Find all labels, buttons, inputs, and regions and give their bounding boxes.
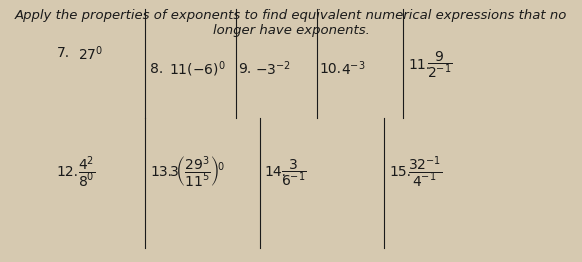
Text: 15.: 15. — [389, 166, 411, 179]
Text: 7.: 7. — [57, 46, 70, 60]
Text: 13.: 13. — [150, 166, 172, 179]
Text: $\dfrac{3}{6^{-1}}$: $\dfrac{3}{6^{-1}}$ — [282, 157, 307, 188]
Text: 10.: 10. — [320, 62, 342, 76]
Text: 14.: 14. — [265, 166, 287, 179]
Text: 8.: 8. — [150, 62, 164, 76]
Text: $4^{-3}$: $4^{-3}$ — [341, 59, 365, 78]
Text: 11.: 11. — [408, 58, 430, 72]
Text: $\dfrac{32^{-1}}{4^{-1}}$: $\dfrac{32^{-1}}{4^{-1}}$ — [408, 155, 442, 190]
Text: $11(-6)^0$: $11(-6)^0$ — [169, 59, 226, 79]
Text: $3\!\left(\dfrac{29^3}{11^5}\right)^{\!0}$: $3\!\left(\dfrac{29^3}{11^5}\right)^{\!0… — [169, 155, 225, 190]
Text: $-3^{-2}$: $-3^{-2}$ — [255, 59, 291, 78]
Text: 12.: 12. — [57, 166, 79, 179]
Text: $27^0$: $27^0$ — [79, 44, 104, 63]
Text: $\dfrac{9}{2^{-1}}$: $\dfrac{9}{2^{-1}}$ — [427, 50, 453, 80]
Text: Apply the properties of exponents to find equivalent numerical expressions that : Apply the properties of exponents to fin… — [15, 9, 567, 37]
Text: 9.: 9. — [239, 62, 251, 76]
Text: $\dfrac{4^2}{8^0}$: $\dfrac{4^2}{8^0}$ — [79, 155, 96, 190]
